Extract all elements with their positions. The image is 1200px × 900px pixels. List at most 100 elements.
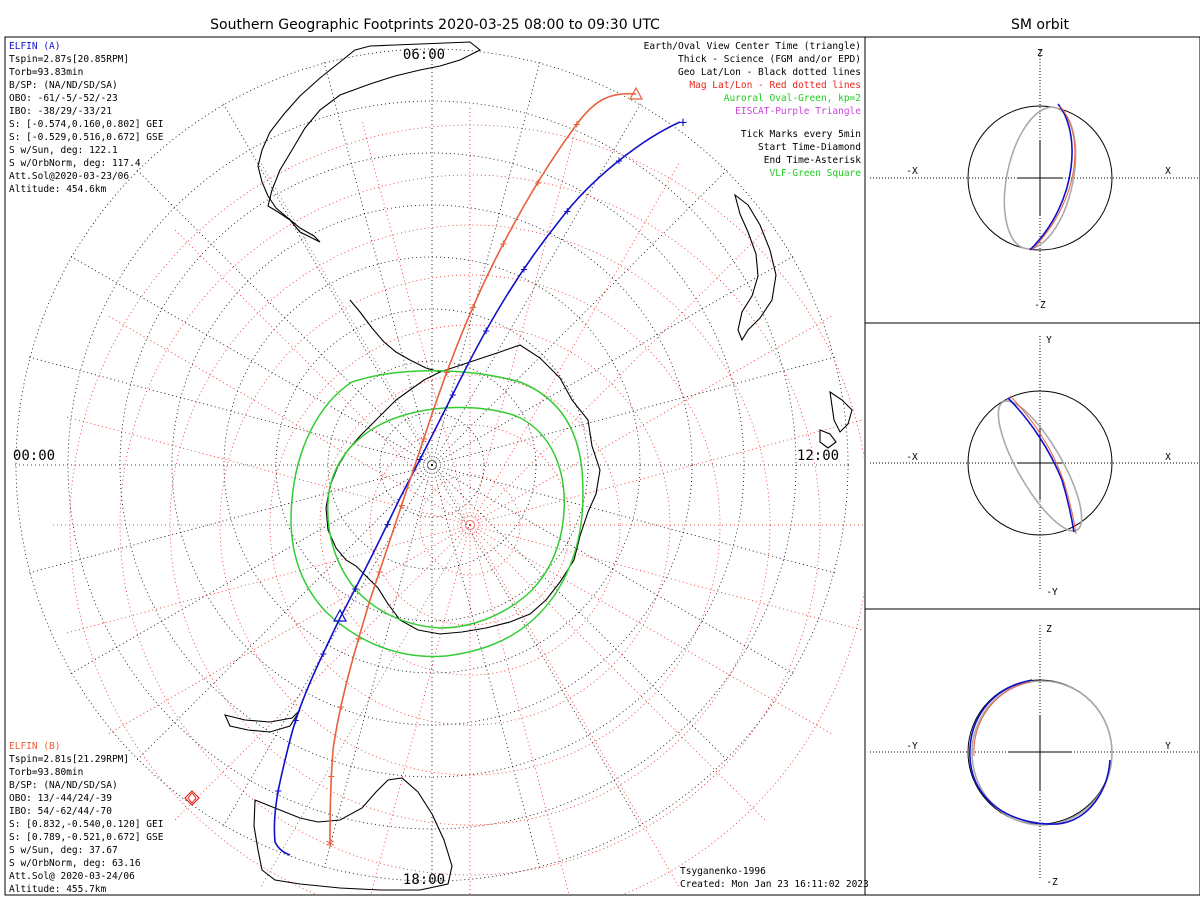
coastline-kerguelen <box>819 429 837 449</box>
mag-longitude-line <box>259 161 471 526</box>
geo-longitude-line <box>431 464 838 575</box>
track-tick: + <box>500 237 507 251</box>
orbit-b <box>1009 395 1077 535</box>
elfin-b-line: Torb=93.80min <box>9 767 83 778</box>
elfin-b-line: S: [0.832,-0.540,0.120] GEI <box>9 819 163 830</box>
geo-longitude-line <box>431 254 796 466</box>
geo-longitude-line <box>431 101 643 466</box>
elfin-a-line: OBO: -61/-5/-52/-23 <box>9 93 118 104</box>
elfin-b-name: ELFIN (B) <box>9 741 60 752</box>
axis-label-left: -X <box>906 452 918 463</box>
markers: + * <box>184 86 687 857</box>
elfin-a-ticks: + + + + + + + + + + + <box>275 154 623 798</box>
track-tick: + <box>417 452 424 466</box>
geo-longitude-line <box>322 59 433 466</box>
grey-orbit <box>971 680 1113 826</box>
orbit-a <box>1029 103 1073 251</box>
elfin-b-info: ELFIN (B) Tspin=2.81s[21.29RPM] Torb=93.… <box>9 741 164 895</box>
elfin-b-line: S w/Sun, deg: 37.67 <box>9 845 118 856</box>
geo-longitude-line <box>221 101 433 466</box>
track-tick: + <box>355 631 362 645</box>
legend-item: Auroral Oval-Green, kp=2 <box>724 93 861 104</box>
mag-longitude-line <box>469 524 768 823</box>
geo-longitude-line <box>68 254 433 466</box>
track-tick: + <box>376 564 383 578</box>
polar-map: + * + + + + + + + + + + + + + + + + + + + + + + <box>12 41 864 894</box>
mag-longitude-line <box>172 227 471 526</box>
credits: Tsyganenko-1996 Created: Mon Jan 23 16:1… <box>680 866 869 890</box>
auroral-oval-inner <box>327 406 565 629</box>
axis-label-down: -Z <box>1046 877 1058 888</box>
track-tick: + <box>443 365 450 379</box>
coastline-new-zealand <box>224 709 301 733</box>
axis-label-up: Z <box>1046 624 1052 635</box>
elfin-a-info: ELFIN (A) Tspin=2.87s[20.85RPM] Torb=93.… <box>9 41 164 195</box>
track-tick: + <box>275 783 282 797</box>
orbit-b <box>1031 105 1076 251</box>
axis-label-down: -Z <box>1034 300 1046 311</box>
mag-longitude-line <box>106 524 471 736</box>
coastline-antarctica <box>325 344 601 635</box>
track-tick: + <box>573 117 580 131</box>
track-tick: + <box>564 204 571 218</box>
elfin-b-line: IBO: 54/-62/44/-70 <box>9 806 112 817</box>
grey-orbit <box>997 400 1083 532</box>
elfin-a-line: S w/Sun, deg: 122.1 <box>9 145 118 156</box>
legend-item: EISCAT-Purple Triangle <box>735 106 861 117</box>
mag-longitude-line <box>469 119 580 526</box>
elfin-b-line: S w/OrbNorm, deg: 63.16 <box>9 858 141 869</box>
legend-item: Mag Lat/Lon - Red dotted lines <box>689 80 861 91</box>
time-label-bottom: 18:00 <box>403 872 445 888</box>
mag-longitude-line <box>64 415 471 526</box>
elfin-b-end-asterisk: * <box>325 836 336 857</box>
track-tick: + <box>449 388 456 402</box>
orbit-a <box>969 679 1111 825</box>
axis-label-left: -X <box>906 166 918 177</box>
time-label-top: 06:00 <box>403 47 445 63</box>
coastline-africa-tip <box>734 193 777 342</box>
elfin-b-ticks: + + + + + + + + + + + <box>328 117 581 783</box>
elfin-a-view-center-triangle <box>332 608 348 622</box>
mag-latitude-circle <box>319 374 621 676</box>
orbit-a <box>1007 397 1075 533</box>
elfin-a-line: Att.Sol@2020-03-23/06 <box>9 171 129 182</box>
mag-longitude-line <box>469 524 864 631</box>
track-tick: + <box>483 323 490 337</box>
track-tick: + <box>615 154 622 168</box>
model-credit: Tsyganenko-1996 <box>680 866 766 877</box>
legend: Earth/Oval View Center Time (triangle) T… <box>644 41 862 179</box>
track-tick: + <box>328 769 335 783</box>
track-tick: + <box>398 498 405 512</box>
axis-label-up: Z <box>1037 48 1043 59</box>
mag-longitude-line <box>469 161 681 526</box>
mag-longitude-line <box>106 314 471 526</box>
track-tick: + <box>337 699 344 713</box>
coastlines <box>224 41 853 891</box>
mag-grid <box>50 105 864 894</box>
axis-label-left: -Y <box>906 741 918 752</box>
elfin-a-line: S w/OrbNorm, deg: 117.4 <box>9 158 141 169</box>
elfin-b-line: OBO: 13/-44/24/-39 <box>9 793 112 804</box>
mag-latitude-circle <box>459 514 481 536</box>
track-tick: + <box>292 713 299 727</box>
mag-latitude-circle <box>119 174 821 876</box>
track-tick: + <box>384 517 391 531</box>
mag-longitude-line <box>259 524 471 889</box>
legend-item: Tick Marks every 5min <box>741 129 861 140</box>
legend-item: Geo Lat/Lon - Black dotted lines <box>678 67 861 78</box>
legend-item: VLF-Green Square <box>769 168 861 179</box>
elfin-b-line: Altitude: 455.7km <box>9 884 107 895</box>
geo-longitude-line <box>431 167 730 466</box>
mag-longitude-line <box>469 227 768 526</box>
auroral-ovals <box>290 370 584 658</box>
track-tick: + <box>320 646 327 660</box>
start-diamond-marker <box>184 790 200 806</box>
orbit-panel-xz: Z -Z -X X <box>870 48 1198 311</box>
geo-longitude-line <box>431 464 542 871</box>
track-tick: + <box>469 300 476 314</box>
elfin-a-name: ELFIN (A) <box>9 41 60 52</box>
time-label-left: 00:00 <box>13 448 55 464</box>
geo-longitude-line <box>431 464 643 829</box>
earth-circle <box>967 390 1113 536</box>
